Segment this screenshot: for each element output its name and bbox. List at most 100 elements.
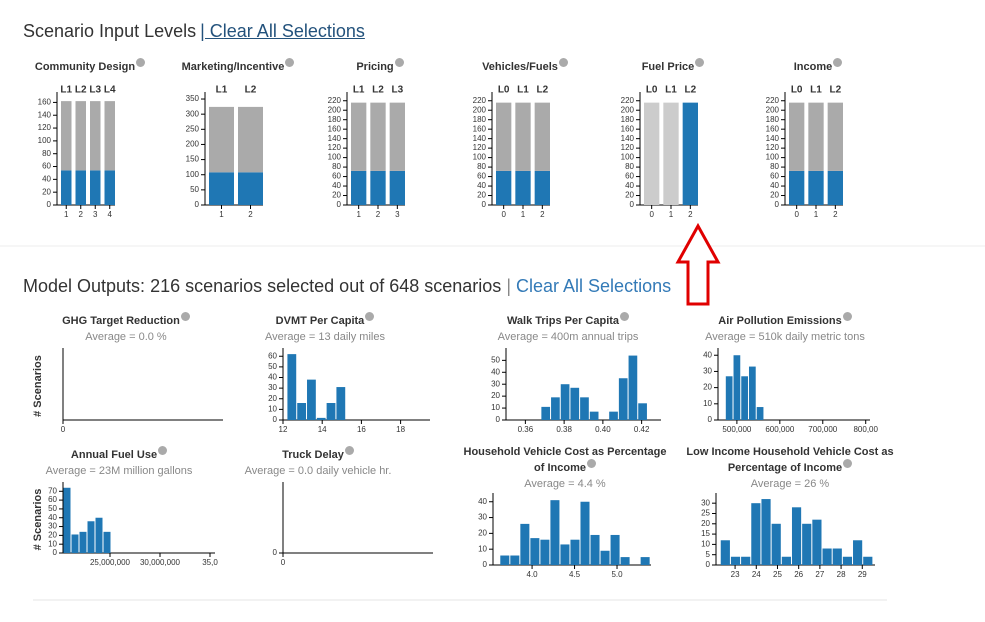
chart-subtitle: Average = 0.0 daily vehicle hr. [244,465,392,477]
y-tick-label: 120 [328,143,342,152]
histogram-bar [748,366,756,420]
histogram-bar [570,387,580,420]
x-tick-label: 1 [814,210,819,219]
y-tick-label: 220 [328,96,342,105]
y-tick-label: 80 [477,162,486,171]
histogram-bar [560,384,570,420]
y-tick-label: 160 [328,124,342,133]
y-tick-label: 60 [48,495,57,504]
info-icon[interactable] [620,312,630,321]
bar-segment [496,102,512,171]
y-tick-label: 0 [53,548,58,557]
info-icon[interactable] [285,58,295,67]
y-tick-label: 20 [332,191,341,200]
bar-segment [351,170,367,205]
info-icon[interactable] [586,459,596,468]
y-tick-label: 0 [630,200,635,209]
histogram-bar [560,544,570,565]
bar-segment [389,170,405,205]
y-tick-label: 20 [770,191,779,200]
y-tick-label: 100 [766,153,780,162]
info-icon[interactable] [136,58,146,67]
histogram-bar [618,378,628,420]
histogram-bar [741,556,751,565]
x-tick-label: 3 [395,210,400,219]
y-tick-label: 140 [38,110,52,119]
histogram-bar [63,487,71,553]
y-tick-label: 10 [478,544,487,553]
bar-segment [61,101,72,171]
info-icon[interactable] [833,58,843,67]
x-tick-label: 35,0 [202,558,218,567]
y-tick-label: 200 [766,105,780,114]
clear-link[interactable]: | Clear All Selections [200,21,365,41]
histogram-bar [733,355,741,420]
category-label: L0 [791,85,803,96]
histogram-bar [95,517,103,553]
histogram-bar [316,417,326,420]
histogram-bar [822,548,832,565]
info-icon[interactable] [842,312,852,321]
chart-title: DVMT Per Capita [220,312,430,328]
category-label: L3 [89,85,101,96]
y-tick-label: 80 [770,162,779,171]
bar-segment [90,170,101,205]
clear-link[interactable]: Clear All Selections [516,276,672,296]
bar-segment [238,172,263,205]
bar-segment [682,102,698,205]
y-tick-label: 0 [195,200,200,209]
histogram-bar [71,534,79,553]
histogram-bar [725,376,733,420]
category-label: L1 [353,85,365,96]
x-tick-label: 24 [752,570,761,579]
category-label: L2 [829,85,841,96]
x-tick-label: 800,00 [853,425,878,434]
histogram-bar [751,503,761,565]
category-label: L3 [391,85,403,96]
y-tick-label: 50 [268,362,277,371]
info-icon[interactable] [843,459,853,468]
chart-title: Vehicles/Fuels [420,58,630,74]
chart-subtitle: Average = 510k daily metric tons [705,331,865,343]
info-icon[interactable] [180,312,190,321]
info-icon[interactable] [365,312,375,321]
x-tick-label: 0 [501,210,506,219]
x-tick-label: 14 [318,425,327,434]
y-tick-label: 200 [621,105,635,114]
y-tick-label: 20 [703,383,712,392]
x-tick-label: 30,000,000 [140,558,181,567]
y-tick-label: 100 [186,170,200,179]
info-icon[interactable] [695,58,705,67]
histogram-bar [741,376,748,420]
chart-subtitle: Average = 4.4 % [524,478,606,490]
y-tick-label: 140 [621,134,635,143]
bar-segment [496,170,512,205]
histogram-bar [730,556,741,565]
y-tick-label: 0 [706,560,711,569]
info-icon[interactable] [558,58,568,67]
category-label: L0 [498,85,510,96]
info-icon[interactable] [394,58,404,67]
y-tick-label: 0 [337,200,342,209]
y-tick-label: 40 [703,350,712,359]
histogram-bar [761,499,771,565]
x-tick-label: 4.0 [527,570,539,579]
bar-segment [370,102,386,171]
y-tick-label: 20 [701,519,710,528]
histogram-bar [812,519,822,565]
x-tick-label: 25 [773,570,782,579]
x-tick-label: 2 [833,210,838,219]
histogram-bar [500,555,510,565]
y-tick-label: 0 [708,415,713,424]
y-tick-label: 200 [186,140,200,149]
bar-segment [515,102,531,171]
category-label: L1 [517,85,529,96]
info-icon[interactable] [158,446,168,455]
histogram-bar [550,500,560,565]
y-tick-label: 120 [766,143,780,152]
y-tick-label: 160 [621,124,635,133]
y-tick-label: 60 [332,172,341,181]
bar-segment [827,170,843,205]
info-icon[interactable] [344,446,354,455]
